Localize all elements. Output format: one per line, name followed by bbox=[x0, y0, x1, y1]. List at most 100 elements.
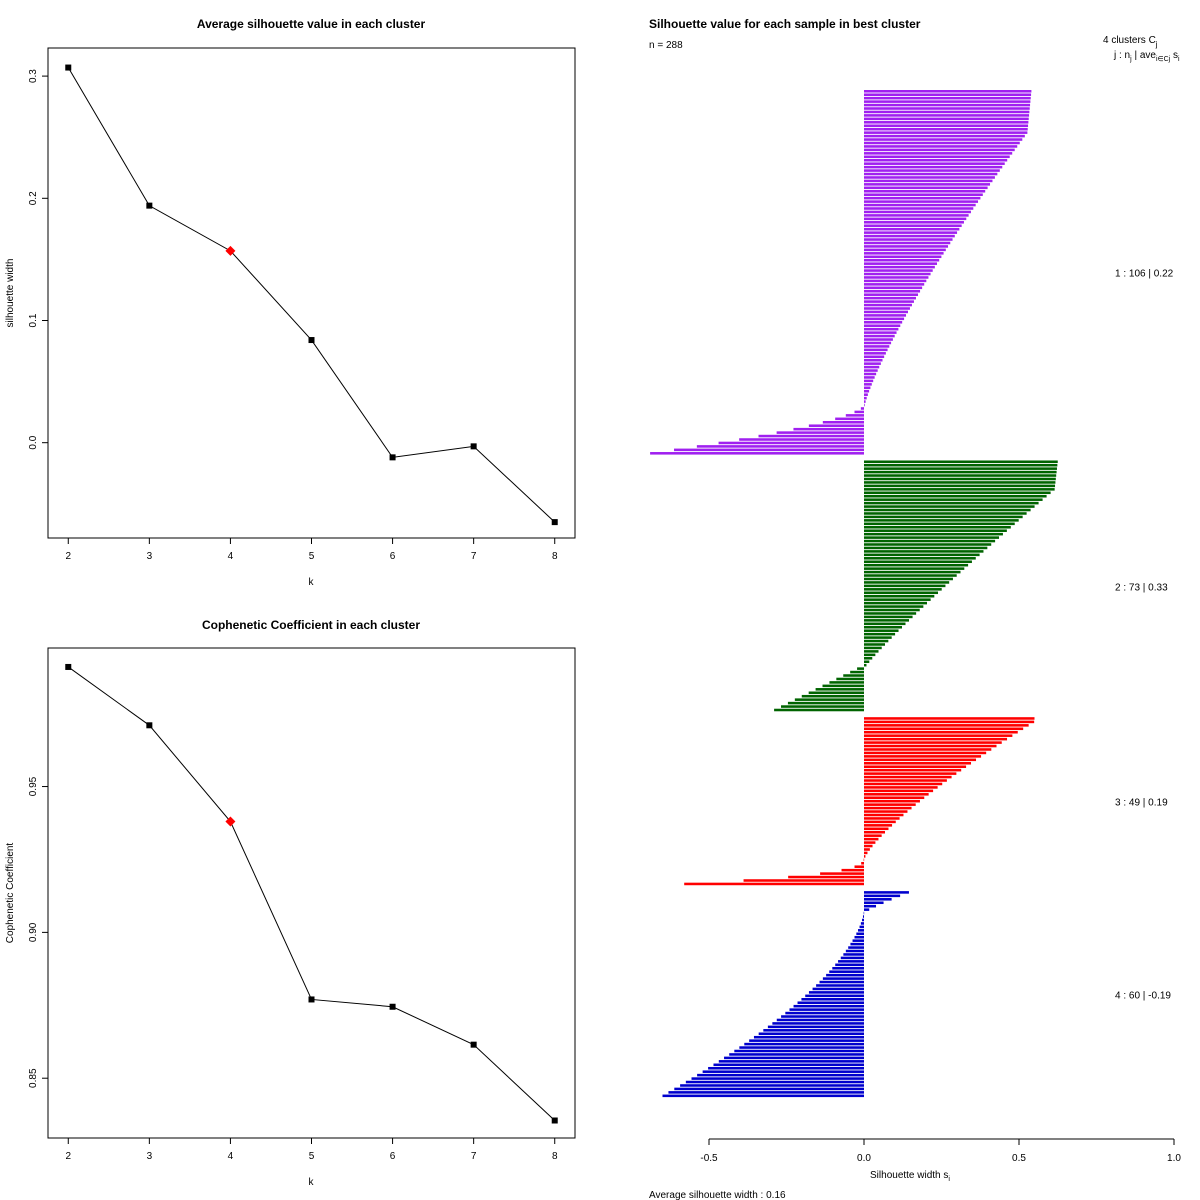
x-tick-label: 7 bbox=[471, 1151, 477, 1162]
silhouette-bar bbox=[864, 553, 980, 557]
silhouette-bar bbox=[781, 1015, 864, 1018]
x-tick-label: 8 bbox=[552, 1151, 558, 1162]
silhouette-bar bbox=[864, 605, 924, 608]
silhouette-bar bbox=[864, 331, 897, 334]
silhouette-bar bbox=[864, 162, 1005, 165]
silhouette-bar bbox=[864, 505, 1035, 508]
silhouette-bar bbox=[864, 289, 921, 293]
x-tick-label: -0.5 bbox=[700, 1153, 718, 1164]
silhouette-bar bbox=[864, 529, 1007, 532]
silhouette-bar bbox=[864, 148, 1015, 152]
silhouette-bar bbox=[685, 1080, 864, 1084]
silhouette-bar bbox=[864, 127, 1028, 131]
silhouette-bar bbox=[801, 998, 864, 1001]
silhouette-bar bbox=[864, 121, 1029, 124]
silhouette-bar bbox=[864, 141, 1020, 145]
silhouette-bar bbox=[864, 317, 905, 321]
silhouette-bar bbox=[864, 369, 878, 372]
silhouette-bar bbox=[753, 1035, 864, 1039]
silhouette-bar bbox=[864, 258, 940, 262]
silhouette-bar bbox=[785, 1011, 864, 1015]
silhouette-bar bbox=[767, 1025, 864, 1029]
legend-header-sub3: i∈Cj bbox=[1156, 56, 1171, 63]
silhouette-bar bbox=[864, 389, 870, 393]
silhouette-bar bbox=[864, 196, 981, 200]
y-tick-label: 0.90 bbox=[28, 922, 39, 942]
silhouette-bar bbox=[864, 155, 1010, 159]
x-tick-label: 3 bbox=[147, 1151, 153, 1162]
highlight-point bbox=[225, 245, 236, 256]
silhouette-bar bbox=[843, 953, 864, 956]
silhouette-bar bbox=[864, 824, 893, 827]
silhouette-bar bbox=[864, 834, 882, 837]
silhouette-bar bbox=[864, 203, 976, 207]
silhouette-bar bbox=[862, 915, 864, 918]
cophenetic-points bbox=[65, 663, 558, 1124]
cluster-legend-header: 4 clusters Cj j : nj | avei∈Cj si bbox=[1103, 35, 1180, 63]
legend-header-line1: 4 clusters C bbox=[1103, 35, 1156, 46]
silhouette-bar bbox=[864, 491, 1051, 495]
silhouette-bar bbox=[864, 474, 1057, 477]
silhouette-bar bbox=[864, 103, 1031, 107]
silhouette-bar bbox=[864, 525, 1011, 529]
silhouette-bar bbox=[864, 810, 908, 813]
cluster-labels: 1 : 106 | 0.22 2 : 73 | 0.33 3 : 49 | 0.19… bbox=[1115, 269, 1174, 1002]
silhouette-bar bbox=[835, 417, 864, 421]
silhouette-bar bbox=[835, 963, 864, 967]
data-point bbox=[470, 443, 477, 450]
silhouette-bar bbox=[864, 663, 867, 667]
silhouette-bar bbox=[864, 717, 1035, 720]
silhouette-bar bbox=[864, 477, 1056, 481]
silhouette-bar bbox=[864, 734, 1013, 737]
silhouette-bar bbox=[864, 755, 982, 758]
highlight-point bbox=[225, 816, 236, 827]
silhouette-bar bbox=[864, 207, 974, 210]
silhouette-bar bbox=[772, 1022, 864, 1025]
silhouette-bar bbox=[864, 231, 958, 234]
silhouette-bar bbox=[774, 708, 864, 712]
silhouette-bar bbox=[864, 567, 965, 570]
data-point bbox=[551, 519, 558, 526]
silhouette-bar bbox=[864, 775, 952, 779]
silhouette-bar bbox=[864, 307, 910, 310]
silhouette-bar bbox=[864, 748, 992, 751]
silhouette-bar bbox=[864, 110, 1030, 114]
x-tick-label: 4 bbox=[228, 1151, 234, 1162]
silhouette-bar bbox=[864, 574, 957, 577]
silhouette-bar bbox=[864, 793, 929, 796]
x-tick-label: 1.0 bbox=[1167, 1153, 1181, 1164]
silhouette-bar bbox=[864, 612, 917, 615]
silhouette-bar bbox=[864, 786, 938, 789]
silhouette-bar bbox=[864, 165, 1003, 169]
silhouette-bar bbox=[864, 327, 899, 331]
silhouette-bar bbox=[864, 107, 1030, 110]
cluster-2-bars bbox=[774, 460, 1058, 712]
silhouette-bar bbox=[864, 550, 984, 553]
silhouette-bar bbox=[864, 720, 1035, 724]
silhouette-bar bbox=[864, 158, 1008, 162]
silhouette-bar bbox=[793, 1004, 864, 1008]
silhouette-bar bbox=[864, 891, 909, 894]
silhouette-bar bbox=[864, 591, 939, 595]
silhouette-bar bbox=[864, 782, 943, 786]
silhouette-bar bbox=[864, 321, 903, 324]
silhouette-bar bbox=[864, 594, 935, 598]
silhouette-bar bbox=[864, 463, 1058, 467]
data-point bbox=[65, 64, 72, 71]
silhouette-bar bbox=[724, 1056, 864, 1060]
silhouette-bar bbox=[864, 751, 987, 755]
silhouette-bar bbox=[864, 730, 1018, 734]
silhouette-bar bbox=[864, 570, 961, 574]
data-point bbox=[308, 337, 315, 344]
x-tick-label: 4 bbox=[228, 551, 234, 562]
silhouette-bar bbox=[758, 434, 864, 438]
x-tick-label: 7 bbox=[471, 551, 477, 562]
silhouette-bar bbox=[864, 539, 996, 543]
silhouette-bar bbox=[856, 932, 864, 936]
silhouette-bar bbox=[864, 365, 880, 369]
data-point bbox=[308, 996, 315, 1003]
silhouette-bar bbox=[864, 844, 873, 848]
silhouette-bar bbox=[864, 124, 1029, 128]
silhouette-bar bbox=[864, 217, 967, 221]
silhouette-avg-panel: Average silhouette value in each cluster… bbox=[5, 17, 576, 588]
